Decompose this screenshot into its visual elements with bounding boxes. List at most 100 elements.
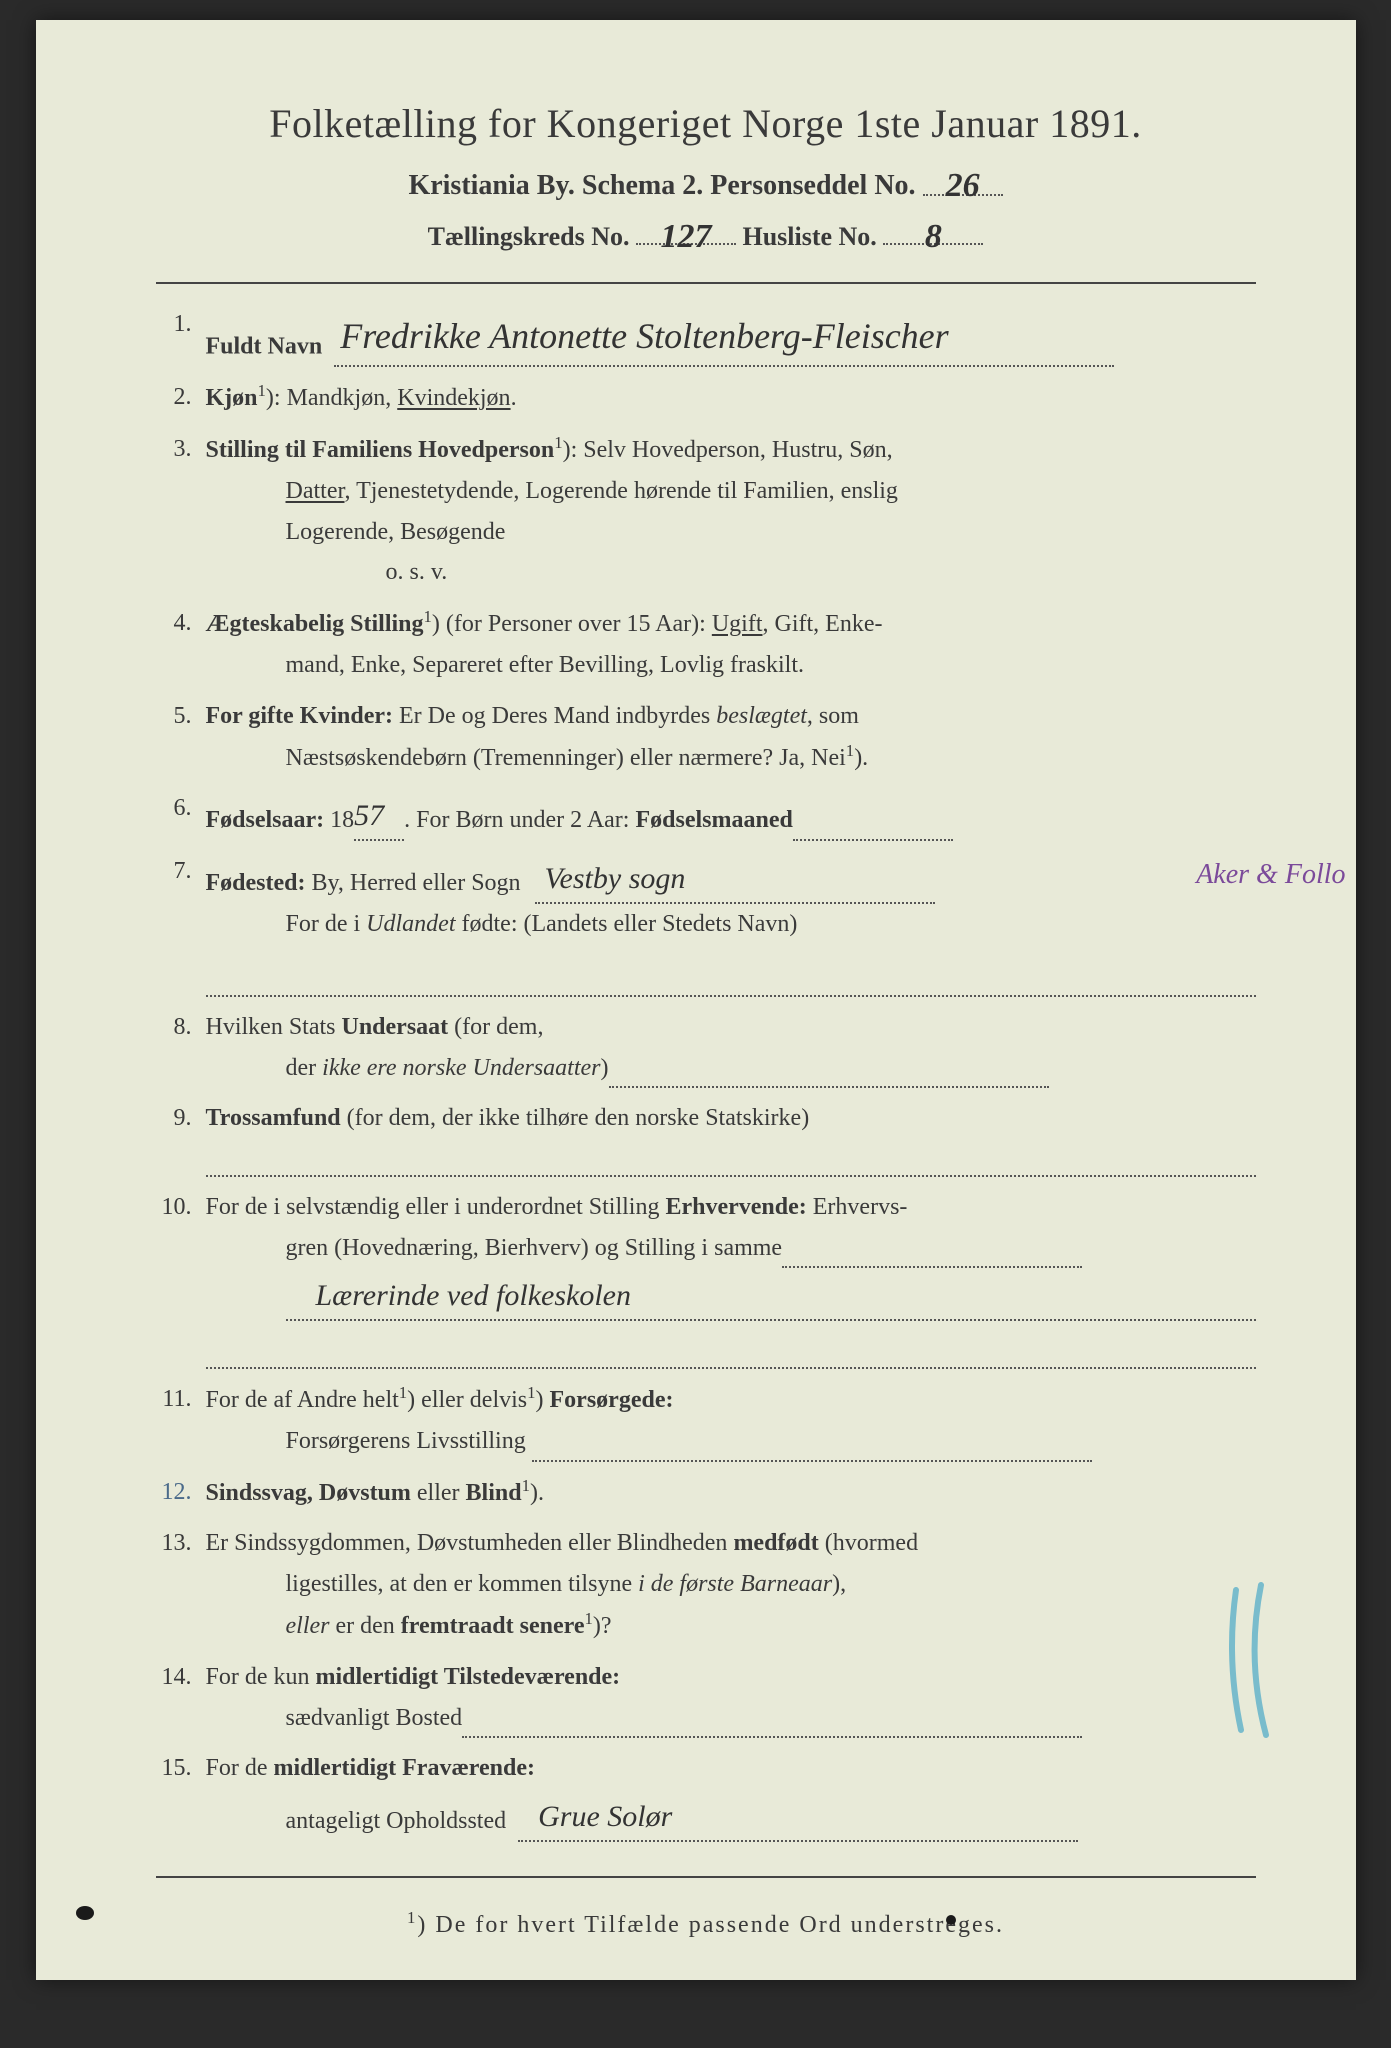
dotline-10b xyxy=(206,1335,1256,1369)
text-5b: , som xyxy=(807,703,859,729)
text-4b: , Gift, Enke- xyxy=(763,611,883,637)
opholdssted-value: Grue Solør xyxy=(518,1800,672,1833)
line-5-2: Næstsøskendebørn (Tremenninger) eller næ… xyxy=(206,737,1256,779)
divider-top xyxy=(156,282,1256,284)
num-6: 6. xyxy=(156,788,206,841)
opt-kvindekjon: Kvindekjøn xyxy=(397,385,510,411)
husliste-no: 8 xyxy=(925,218,942,255)
text-10b: Erhvervs- xyxy=(807,1194,908,1220)
num-1: 1. xyxy=(156,304,206,367)
label-fodselsaar: Fødselsaar: xyxy=(206,808,325,834)
footnote-sup: 1 xyxy=(407,1908,417,1927)
item-6: 6. Fødselsaar: 1857. For Børn under 2 Aa… xyxy=(156,788,1256,841)
num-10: 10. xyxy=(156,1187,206,1369)
num-14: 14. xyxy=(156,1657,206,1739)
body-5: For gifte Kvinder: Er De og Deres Mand i… xyxy=(206,696,1256,779)
personseddel-no-field: 26 xyxy=(923,165,1003,196)
sup-11b: 1 xyxy=(527,1383,535,1402)
dotline-9 xyxy=(206,1143,1256,1177)
item-7: 7. Fødested: By, Herred eller Sogn Vestb… xyxy=(156,851,1256,996)
line-10-2: gren (Hovednæring, Bierhverv) og Stillin… xyxy=(206,1228,1256,1269)
sup-2: 1 xyxy=(258,381,266,400)
item-12: 12. Sindssvag, Døvstum eller Blind1). xyxy=(156,1472,1256,1514)
birthplace-field: Vestby sogn xyxy=(535,851,935,904)
body-8: Hvilken Stats Undersaat (for dem, der ik… xyxy=(206,1007,1256,1089)
num-2: 2. xyxy=(156,377,206,419)
num-12: 12. xyxy=(156,1472,206,1514)
text-14a: For de kun xyxy=(206,1664,316,1690)
item-14: 14. For de kun midlertidigt Tilstedevære… xyxy=(156,1657,1256,1739)
occupation-value: Lærerinde ved folkeskolen xyxy=(286,1279,631,1312)
num-8: 8. xyxy=(156,1007,206,1089)
line-4-2: mand, Enke, Separeret efter Bevilling, L… xyxy=(206,645,1256,686)
line-13-3: eller er den fremtraadt senere1)? xyxy=(206,1605,1256,1647)
text-5-l2a: Næstsøskendebørn (Tremenninger) eller næ… xyxy=(286,745,846,771)
text-4a: ) (for Personer over 15 Aar): xyxy=(432,611,712,637)
label-kjon: Kjøn xyxy=(206,385,258,411)
body-1: Fuldt Navn Fredrikke Antonette Stoltenbe… xyxy=(206,304,1256,367)
personseddel-no: 26 xyxy=(946,167,980,204)
line-13-2: ligestilles, at den er kommen tilsyne i … xyxy=(206,1564,1256,1605)
text-7-l2a: For de i xyxy=(286,911,367,937)
text-13a: Er Sindssygdommen, Døvstumheden eller Bl… xyxy=(206,1530,734,1556)
line-14-2: sædvanligt Bosted xyxy=(206,1698,1256,1739)
month-field xyxy=(793,839,953,841)
label-stilling: Stilling til Familiens Hovedperson xyxy=(206,437,555,463)
text-15-l2: antageligt Opholdssted xyxy=(286,1808,507,1834)
text-2b: . xyxy=(511,385,517,411)
text-13-l2a: ligestilles, at den er kommen tilsyne xyxy=(286,1571,639,1597)
item-2: 2. Kjøn1): Mandkjøn, Kvindekjøn. xyxy=(156,377,1256,419)
kreds-label: Tællingskreds No. xyxy=(428,222,630,251)
text-8-l2a: der xyxy=(286,1055,323,1081)
prefix-18: 18 xyxy=(324,808,354,834)
line-3-3: Logerende, Besøgende xyxy=(206,512,1256,553)
divider-bottom xyxy=(156,1876,1256,1878)
birthplace-value: Vestby sogn xyxy=(535,862,686,895)
sup-12: 1 xyxy=(522,1476,530,1495)
sup-5: 1 xyxy=(846,741,854,760)
body-7: Fødested: By, Herred eller Sogn Vestby s… xyxy=(206,851,1256,996)
census-form-page: Folketælling for Kongeriget Norge 1ste J… xyxy=(36,20,1356,1980)
em-eller: eller xyxy=(286,1613,330,1639)
em-ikke-norske: ikke ere norske Undersaatter xyxy=(322,1055,600,1081)
opt-datter: Datter xyxy=(286,478,345,504)
label-tilstede: midlertidigt Tilstedeværende: xyxy=(316,1664,621,1690)
kreds-no-field: 127 xyxy=(636,216,736,245)
label-erhvervende: Erhvervende: xyxy=(665,1194,806,1220)
label-fravaerende: midlertidigt Fraværende: xyxy=(274,1755,536,1781)
text-11c: ) xyxy=(536,1387,550,1413)
em-beslaegtet: beslægtet xyxy=(716,703,807,729)
num-13: 13. xyxy=(156,1523,206,1646)
sub-prefix: Kristiania By. Schema 2. Personseddel No… xyxy=(408,170,915,201)
label-blind: Blind xyxy=(466,1480,522,1506)
text-12b: ). xyxy=(530,1480,544,1506)
form-header: Folketælling for Kongeriget Norge 1ste J… xyxy=(156,100,1256,252)
item-15: 15. For de midlertidigt Fraværende: anta… xyxy=(156,1748,1256,1842)
form-items: 1. Fuldt Navn Fredrikke Antonette Stolte… xyxy=(156,304,1256,1842)
em-udlandet: Udlandet xyxy=(366,911,455,937)
label-undersaat: Undersaat xyxy=(342,1014,449,1040)
year-field: 57 xyxy=(354,788,404,841)
label-fodested: Fødested: xyxy=(206,871,306,897)
opholdssted-field: Grue Solør xyxy=(518,1789,1078,1842)
footnote: 1) De for hvert Tilfælde passende Ord un… xyxy=(156,1908,1256,1939)
husliste-label: Husliste No. xyxy=(742,222,876,251)
text-10a: For de i selvstændig eller i underordnet… xyxy=(206,1194,666,1220)
body-13: Er Sindssygdommen, Døvstumheden eller Bl… xyxy=(206,1523,1256,1646)
text-7-l2b: fødte: (Landets eller Stedets Navn) xyxy=(456,911,798,937)
item-5: 5. For gifte Kvinder: Er De og Deres Man… xyxy=(156,696,1256,779)
body-15: For de midlertidigt Fraværende: antageli… xyxy=(206,1748,1256,1842)
footnote-text: ) De for hvert Tilfælde passende Ord und… xyxy=(417,1912,1004,1938)
num-15: 15. xyxy=(156,1748,206,1842)
label-aegteskab: Ægteskabelig Stilling xyxy=(206,611,424,637)
opt-ugift: Ugift xyxy=(712,611,763,637)
item-4: 4. Ægteskabelig Stilling1) (for Personer… xyxy=(156,603,1256,686)
text-11-l2: Forsørgerens Livsstilling xyxy=(286,1428,526,1454)
label-sindssvag: Sindssvag, Døvstum xyxy=(206,1480,411,1506)
text-3-l1: ): Selv Hovedperson, Hustru, Søn, xyxy=(563,437,893,463)
line-10-3: Lærerinde ved folkeskolen xyxy=(206,1268,1256,1321)
body-9: Trossamfund (for dem, der ikke tilhøre d… xyxy=(206,1098,1256,1176)
text-12a: eller xyxy=(411,1480,466,1506)
label-trossamfund: Trossamfund xyxy=(206,1105,341,1131)
text-8b: (for dem, xyxy=(448,1014,543,1040)
